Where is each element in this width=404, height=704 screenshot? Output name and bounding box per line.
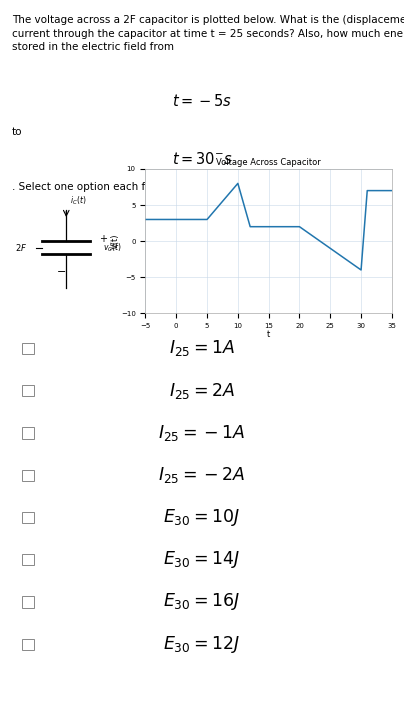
FancyBboxPatch shape	[22, 427, 34, 439]
FancyBboxPatch shape	[22, 639, 34, 650]
Text: $t = 30^{-}s$: $t = 30^{-}s$	[172, 151, 232, 167]
Text: to: to	[12, 127, 23, 137]
Text: $i_C(t)$: $i_C(t)$	[70, 195, 86, 207]
Text: +: +	[99, 234, 107, 244]
Text: $E_{30} = 12J$: $E_{30} = 12J$	[164, 634, 240, 655]
FancyBboxPatch shape	[22, 343, 34, 354]
Text: $I_{25} = 1A$: $I_{25} = 1A$	[169, 339, 235, 358]
Text: $2F$: $2F$	[15, 242, 27, 253]
FancyBboxPatch shape	[22, 554, 34, 565]
Y-axis label: V(t): V(t)	[110, 233, 120, 249]
Text: The voltage across a 2F capacitor is plotted below. What is the (displacement)
c: The voltage across a 2F capacitor is plo…	[12, 15, 404, 52]
FancyBboxPatch shape	[22, 385, 34, 396]
Text: $t = -5s$: $t = -5s$	[172, 93, 232, 109]
FancyBboxPatch shape	[22, 512, 34, 523]
FancyBboxPatch shape	[22, 596, 34, 608]
Text: $E_{30} = 10J$: $E_{30} = 10J$	[164, 507, 240, 528]
Text: $I_{25} = -2A$: $I_{25} = -2A$	[158, 465, 246, 485]
Text: $I_{25} = 2A$: $I_{25} = 2A$	[169, 381, 235, 401]
Text: $E_{30} = 14J$: $E_{30} = 14J$	[164, 549, 240, 570]
Text: $v_C(t)$: $v_C(t)$	[103, 241, 122, 254]
X-axis label: t: t	[267, 330, 270, 339]
Text: . Select one option each for Current and Energy.: . Select one option each for Current and…	[12, 182, 263, 191]
Text: −: −	[57, 267, 66, 277]
Text: $E_{30} = 16J$: $E_{30} = 16J$	[164, 591, 240, 612]
Title: Voltage Across Capacitor: Voltage Across Capacitor	[216, 158, 321, 168]
FancyBboxPatch shape	[22, 470, 34, 481]
Text: $I_{25} = -1A$: $I_{25} = -1A$	[158, 423, 246, 443]
